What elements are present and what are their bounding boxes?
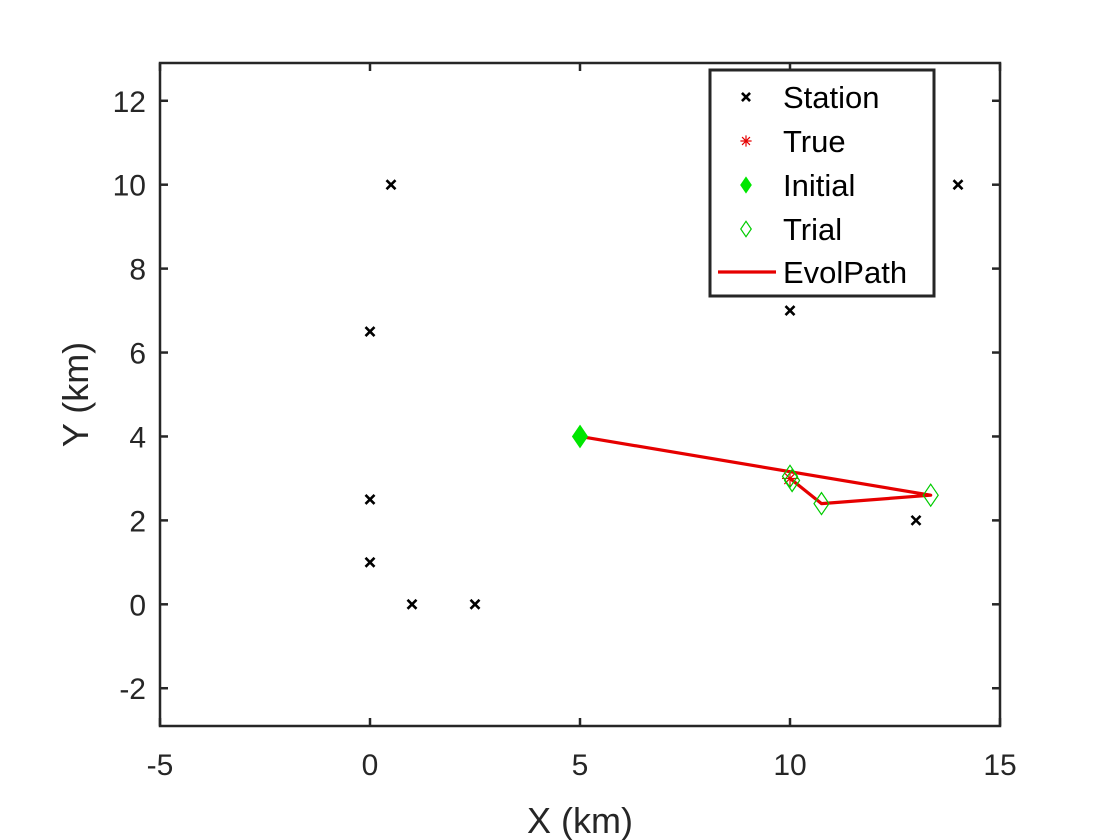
y-axis-title: Y (km) <box>55 342 96 447</box>
legend-item-initial: Initial <box>740 168 855 203</box>
legend-swatch <box>740 220 752 238</box>
station-point <box>364 556 376 568</box>
station-point <box>910 514 922 526</box>
legend-item-true: True <box>740 124 846 159</box>
axis-tick-labels: -5 0 5 10 15 -2 0 2 4 6 8 10 12 <box>113 86 1017 782</box>
y-tick-label: 10 <box>113 170 146 203</box>
legend-item-trial: Trial <box>740 212 842 247</box>
legend-item-station: Station <box>741 80 880 115</box>
station-point <box>952 179 964 191</box>
y-tick-label: -2 <box>119 673 146 706</box>
evolpath-line <box>579 434 933 506</box>
station-point <box>385 179 397 191</box>
y-tick-label: 6 <box>129 338 146 371</box>
legend-label: True <box>783 124 846 159</box>
trial-point <box>781 464 799 489</box>
trial-point <box>922 483 939 508</box>
station-point <box>364 493 376 505</box>
x-tick-label: -5 <box>147 749 174 782</box>
y-tick-label: 0 <box>129 589 146 622</box>
plot-content <box>364 179 964 610</box>
legend: Station True Initial Trial EvolPath <box>708 68 936 298</box>
x-tick-label: 0 <box>362 749 379 782</box>
x-tick-label: 5 <box>572 749 589 782</box>
x-tick-label: 10 <box>773 749 806 782</box>
station-point <box>406 598 418 610</box>
station-point <box>784 305 796 316</box>
legend-label: EvolPath <box>783 255 907 290</box>
legend-label: Initial <box>783 168 855 203</box>
x-tick-label: 15 <box>983 749 1016 782</box>
legend-label: Trial <box>783 212 842 247</box>
trial-point <box>783 468 801 493</box>
station-point <box>469 598 481 610</box>
legend-label: Station <box>783 80 880 115</box>
initial-point <box>571 424 589 449</box>
legend-item-evolpath: EvolPath <box>718 255 907 290</box>
plot-frame <box>158 61 1002 728</box>
true-point <box>782 470 798 487</box>
y-tick-label: 2 <box>129 505 146 538</box>
y-tick-label: 4 <box>129 421 146 454</box>
legend-swatch <box>740 176 752 194</box>
y-tick-label: 8 <box>129 254 146 287</box>
y-tick-label: 12 <box>113 86 146 119</box>
legend-swatch <box>741 92 751 102</box>
trial-point <box>813 491 830 516</box>
legend-swatch <box>740 135 752 147</box>
station-point <box>364 326 376 337</box>
x-axis-title: X (km) <box>527 800 633 840</box>
